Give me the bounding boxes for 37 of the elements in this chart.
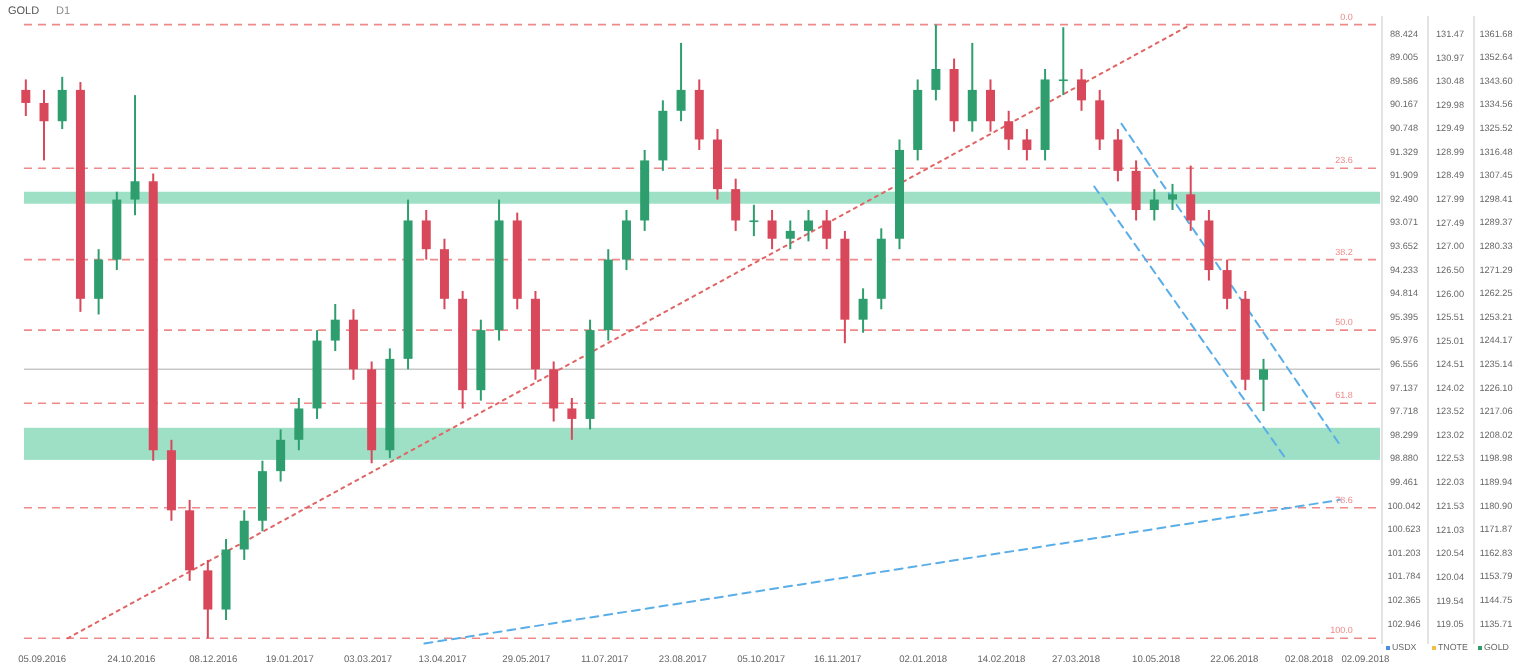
candlestick [1095, 88, 1105, 151]
candlestick [1077, 68, 1086, 112]
candlestick [749, 203, 759, 238]
candlestick [1259, 357, 1269, 413]
candlestick [985, 78, 995, 133]
candlestick [931, 23, 941, 102]
candlestick [39, 88, 49, 162]
candlestick [276, 428, 286, 483]
candlestick [767, 209, 777, 251]
candlestick [294, 397, 304, 452]
candlestick [1113, 128, 1123, 183]
candlestick [1004, 109, 1014, 151]
candlestick [1222, 258, 1232, 311]
candlestick [621, 209, 631, 272]
candlestick [785, 219, 795, 251]
candlestick [858, 287, 868, 334]
candlestick [1149, 188, 1159, 222]
candlestick [731, 177, 741, 232]
candlestick [549, 360, 559, 423]
candlestick [421, 209, 431, 261]
candlestick [330, 303, 340, 353]
candlestick [239, 509, 249, 561]
candlestick [567, 397, 577, 441]
candlestick [1022, 128, 1032, 162]
candlestick [967, 41, 977, 133]
candlestick [803, 209, 813, 243]
candlestick [1168, 182, 1177, 212]
candlestick [94, 248, 104, 316]
candlestick [1131, 159, 1141, 222]
candlestick [130, 94, 140, 217]
candlestick [1186, 164, 1196, 232]
candlestick [203, 558, 213, 640]
candlestick [1058, 26, 1068, 97]
candlestick [21, 78, 31, 118]
candlestick [57, 75, 67, 131]
candlestick [822, 209, 832, 251]
candlestick [676, 41, 686, 123]
